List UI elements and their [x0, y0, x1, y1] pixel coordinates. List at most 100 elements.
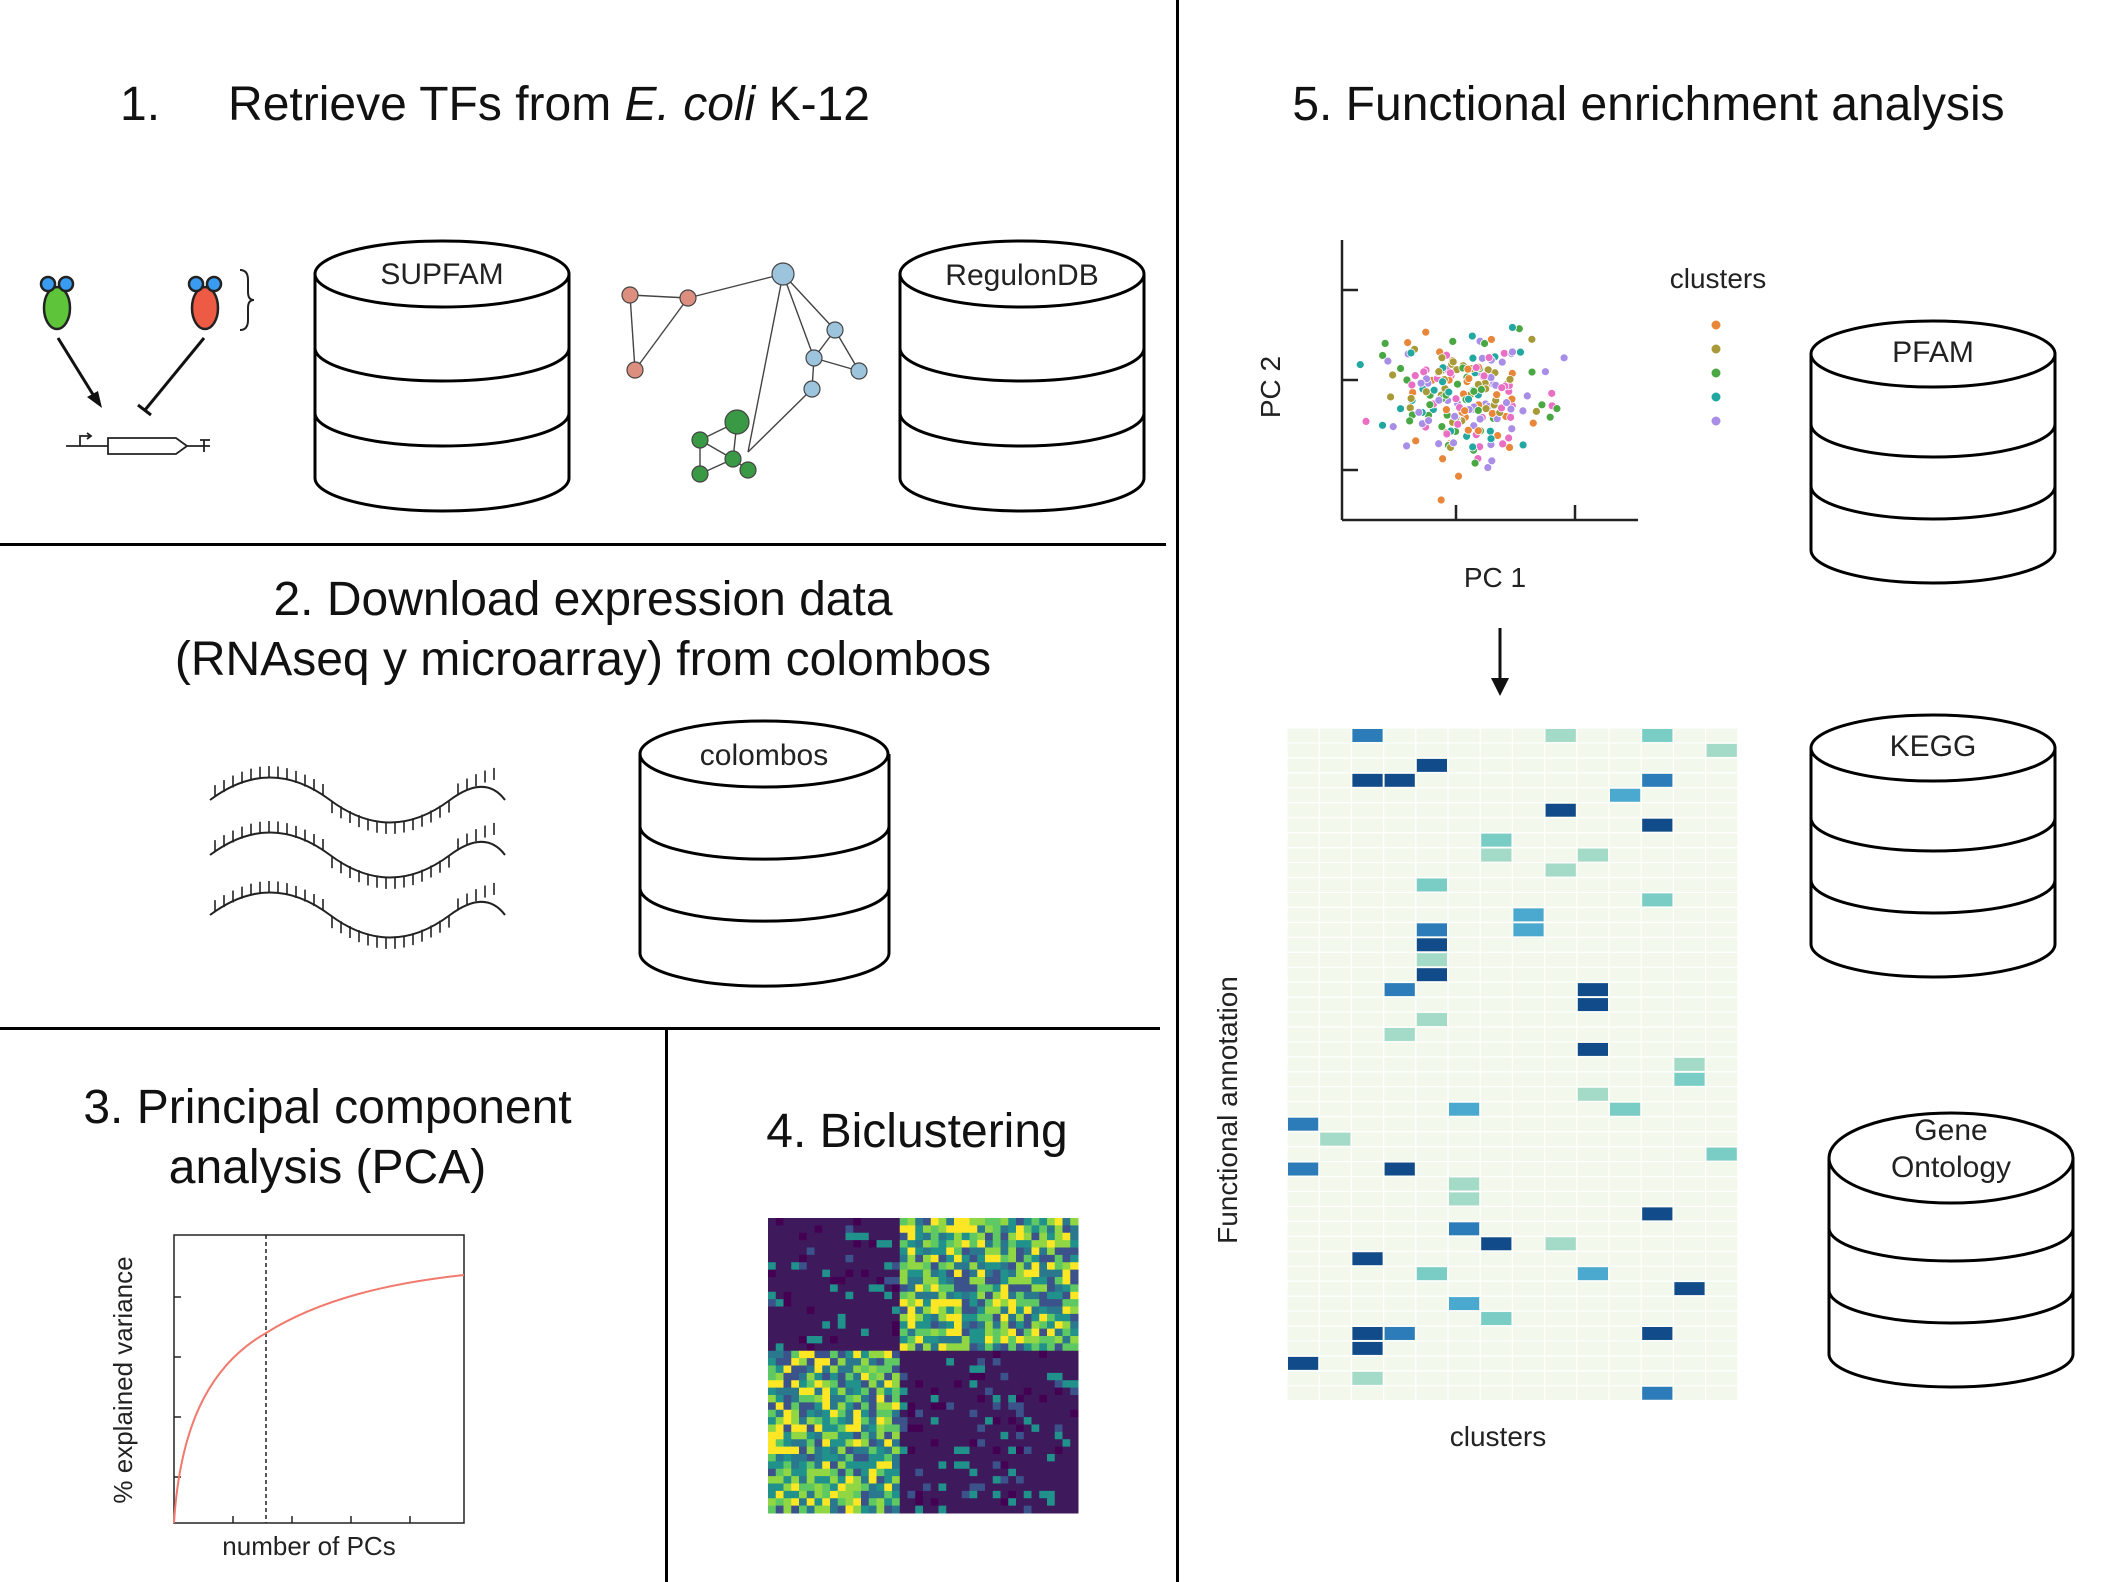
heatmap-cell	[1577, 983, 1608, 997]
heatmap-cell	[1384, 1028, 1415, 1041]
heatmap-cell	[1416, 758, 1447, 772]
legend-dot	[1711, 344, 1721, 354]
divider-vertical-bottom	[665, 1029, 668, 1582]
enrichment-heatmap: clusters Functional annotation	[1212, 727, 1739, 1452]
network-node	[805, 349, 823, 367]
colombos-label: colombos	[700, 739, 828, 772]
regulatory-network-graph	[621, 262, 868, 483]
heatmap-cell	[1577, 848, 1608, 862]
heatmap-cell	[1449, 1102, 1480, 1116]
tf-regulation-diagram	[39, 269, 255, 455]
heatmap-cell	[1513, 908, 1544, 922]
legend-dot	[1711, 392, 1721, 402]
heatmap-cell	[1577, 1087, 1608, 1101]
step2-title-line2: (RNAseq y microarray) from colombos	[174, 633, 992, 686]
heatmap-cell	[1545, 729, 1576, 742]
network-node	[739, 461, 757, 479]
step1-title-prefix: 1.	[120, 78, 161, 131]
heatmap-cell	[1449, 1192, 1480, 1206]
heatmap-cell	[1416, 878, 1447, 892]
heatmap-cell	[1416, 938, 1447, 952]
heatmap-cell	[1352, 1371, 1383, 1385]
gene-ontology-database-icon: Gene Ontology	[1827, 1111, 2075, 1389]
heatmap-cell	[1384, 773, 1415, 787]
heatmap-cell	[1642, 1327, 1673, 1340]
heatmap-cell	[1706, 1147, 1737, 1161]
heatmap-cell	[1674, 1072, 1705, 1086]
tf-red-icon	[187, 275, 223, 331]
heatmap-cell	[1449, 1222, 1480, 1236]
kegg-database-icon: KEGG	[1809, 713, 2057, 979]
pca-ylabel: % explained variance	[108, 1256, 138, 1503]
heatmap-cell	[1513, 923, 1544, 937]
heatmap-cell	[1481, 1312, 1512, 1325]
heatmap-cell	[1577, 1042, 1608, 1056]
rna-strands-icon	[209, 766, 506, 949]
step3-title-line2: analysis (PCA)	[168, 1141, 487, 1194]
heatmap-cell	[1384, 983, 1415, 997]
kegg-label: KEGG	[1890, 730, 1977, 763]
heatmap-cell	[1352, 1327, 1383, 1340]
heatmap-cell	[1642, 1207, 1673, 1221]
step3-title-line1: 3. Principal component	[83, 1081, 572, 1134]
heatmap-cell	[1577, 998, 1608, 1012]
network-node	[626, 361, 644, 379]
network-node	[691, 465, 709, 483]
activation-arrow-icon	[56, 337, 102, 408]
step5-title: 5. Functional enrichment analysis	[1292, 78, 2005, 131]
heatmap-cell	[1642, 1386, 1673, 1400]
heatmap-cell	[1288, 1356, 1319, 1370]
heatmap-cell	[1449, 1297, 1480, 1311]
heatmap-cell	[1416, 1267, 1447, 1281]
pca-variance-plot: number of PCs % explained variance	[108, 1234, 465, 1561]
heatmap-cell	[1642, 729, 1673, 742]
network-node	[850, 362, 868, 380]
heatmap-cell	[1384, 1327, 1415, 1340]
supfam-database-icon: SUPFAM	[313, 239, 571, 513]
legend-dot	[1711, 368, 1721, 378]
heatmap-cell	[1545, 803, 1576, 817]
network-node	[826, 321, 844, 339]
go-label-line1: Gene	[1914, 1114, 1987, 1147]
heatmap-cell	[1481, 833, 1512, 847]
heatmap-cell	[1642, 893, 1673, 907]
step1-title-a: Retrieve TFs from	[228, 78, 625, 131]
heatmap-cell	[1288, 1162, 1319, 1176]
heatmap-cell	[1642, 818, 1673, 832]
heatmap-cell	[1481, 848, 1512, 862]
heatmap-cell	[1449, 1177, 1480, 1191]
step4-title: 4. Biclustering	[766, 1105, 1068, 1158]
legend-title: clusters	[1670, 263, 1766, 294]
regulondb-label: RegulonDB	[945, 259, 1098, 292]
tf-green-icon	[39, 275, 75, 331]
network-node	[679, 289, 697, 307]
curly-brace-icon	[239, 269, 255, 331]
supfam-label: SUPFAM	[380, 258, 503, 291]
scatter-xlabel: PC 1	[1464, 562, 1526, 593]
heatmap-cell	[1642, 773, 1673, 787]
variance-curve	[173, 1274, 465, 1524]
heatmap-cell	[1416, 923, 1447, 937]
heatmap-cell	[1610, 788, 1641, 802]
repression-arrow-icon	[137, 337, 206, 417]
divider-h-2	[0, 1027, 1160, 1030]
heatmap-cell	[1674, 1282, 1705, 1296]
heatmap-cell	[1706, 743, 1737, 757]
heatmap-cell	[1416, 953, 1447, 967]
network-node	[621, 286, 639, 304]
network-node	[771, 262, 795, 286]
heatmap-cell	[1481, 1237, 1512, 1251]
heatmap-cell	[1545, 863, 1576, 877]
step1-title: 1. Retrieve TFs from E. coli K-12	[120, 75, 870, 135]
step1-title-italic: E. coli	[624, 78, 756, 131]
heatmap-cell	[1416, 968, 1447, 982]
step1-title-b: K-12	[755, 78, 870, 131]
bicluster-heatmap	[768, 1218, 1079, 1514]
heatmap-cell	[1416, 1013, 1447, 1026]
heatmap-cell	[1288, 1117, 1319, 1131]
rna-ticks	[214, 766, 495, 949]
heatmap-ylabel: Functional annotation	[1212, 976, 1243, 1244]
divider-h-1	[0, 543, 1166, 546]
heatmap-xlabel: clusters	[1450, 1421, 1546, 1452]
heatmap-cell	[1384, 1162, 1415, 1176]
